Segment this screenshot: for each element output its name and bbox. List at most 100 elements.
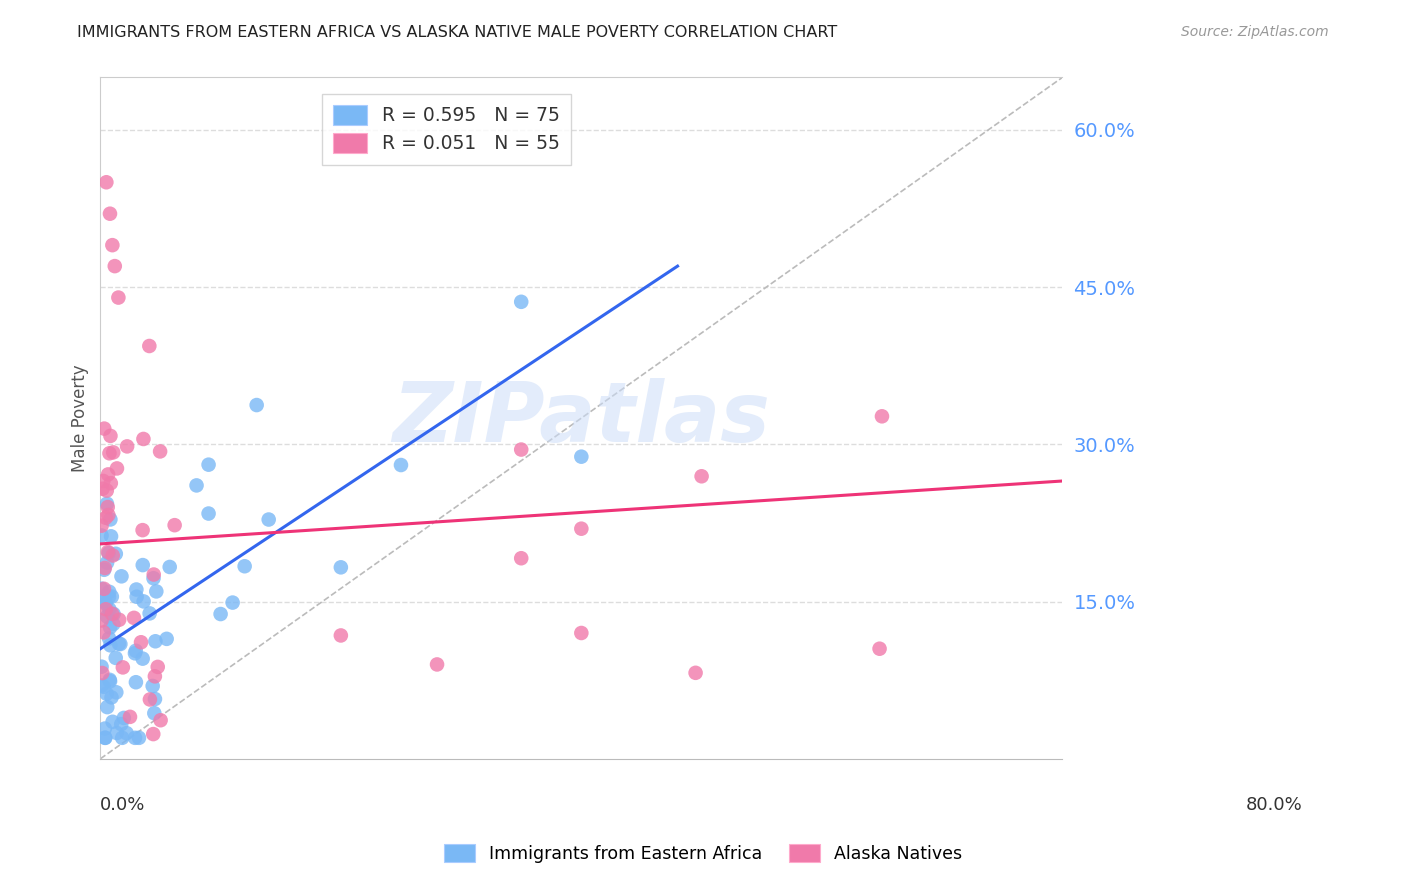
Point <box>98 446 121 460</box>
Point <box>426 657 449 672</box>
Point <box>91 474 114 488</box>
Point <box>94 602 117 616</box>
Point <box>110 569 132 583</box>
Point <box>101 549 124 563</box>
Point <box>96 609 118 624</box>
Point <box>96 687 118 701</box>
Point <box>131 651 153 665</box>
Point <box>97 545 120 559</box>
Point <box>197 458 219 472</box>
Point <box>233 559 256 574</box>
Point <box>125 644 148 658</box>
Point <box>149 713 172 727</box>
Point <box>125 582 148 597</box>
Point <box>90 528 112 542</box>
Text: 80.0%: 80.0% <box>1246 797 1303 814</box>
Point <box>90 659 112 673</box>
Point <box>98 620 121 634</box>
Point <box>98 673 121 687</box>
Point <box>124 646 146 660</box>
Point <box>98 590 121 604</box>
Point <box>91 594 114 608</box>
Point <box>246 398 269 412</box>
Point <box>132 558 155 573</box>
Point <box>94 510 117 524</box>
Point <box>149 444 172 458</box>
Point <box>93 590 115 604</box>
Point <box>125 590 148 604</box>
Point <box>98 207 121 221</box>
Point <box>108 637 131 651</box>
Point <box>139 692 162 706</box>
Point <box>118 710 141 724</box>
Point <box>870 409 893 424</box>
Point <box>98 632 121 646</box>
Point <box>163 518 186 533</box>
Point <box>103 445 125 459</box>
Point <box>685 665 707 680</box>
Point <box>142 679 165 693</box>
Point <box>105 726 128 740</box>
Point <box>96 556 118 570</box>
Point <box>94 597 117 611</box>
Point <box>111 731 134 745</box>
Point <box>100 476 122 491</box>
Point <box>98 602 121 616</box>
Point <box>129 635 152 649</box>
Point <box>101 590 124 604</box>
Point <box>90 582 112 596</box>
Point <box>143 706 166 721</box>
Point <box>100 429 122 443</box>
Point <box>110 717 132 731</box>
Point <box>329 560 352 574</box>
Point <box>128 731 150 745</box>
Point <box>131 523 153 537</box>
Point <box>209 607 232 621</box>
Point <box>197 507 219 521</box>
Point <box>96 175 118 189</box>
Point <box>869 641 891 656</box>
Y-axis label: Male Poverty: Male Poverty <box>72 364 89 472</box>
Point <box>122 611 145 625</box>
Point <box>146 660 169 674</box>
Point <box>103 607 125 621</box>
Point <box>138 339 160 353</box>
Point <box>90 614 112 628</box>
Point <box>142 571 165 585</box>
Point <box>124 731 146 745</box>
Point <box>145 634 167 648</box>
Point <box>143 669 166 683</box>
Point <box>101 714 124 729</box>
Point <box>108 613 131 627</box>
Point <box>101 238 124 252</box>
Point <box>156 632 179 646</box>
Text: 0.0%: 0.0% <box>100 797 146 814</box>
Text: ZIPatlas: ZIPatlas <box>392 377 770 458</box>
Legend: Immigrants from Eastern Africa, Alaska Natives: Immigrants from Eastern Africa, Alaska N… <box>437 838 969 870</box>
Point <box>510 551 533 566</box>
Point <box>125 675 148 690</box>
Point <box>115 439 138 453</box>
Point <box>96 700 118 714</box>
Point <box>105 461 128 475</box>
Point <box>569 626 592 640</box>
Point <box>142 567 165 582</box>
Point <box>97 508 120 522</box>
Point <box>94 731 117 745</box>
Text: Source: ZipAtlas.com: Source: ZipAtlas.com <box>1181 25 1329 39</box>
Point <box>93 563 115 577</box>
Point <box>104 651 127 665</box>
Point <box>569 450 592 464</box>
Point <box>112 711 135 725</box>
Point <box>690 469 713 483</box>
Point <box>104 547 127 561</box>
Point <box>115 726 138 740</box>
Point <box>98 638 121 652</box>
Point <box>96 483 118 498</box>
Point <box>186 478 208 492</box>
Point <box>145 584 167 599</box>
Point <box>90 518 112 533</box>
Point <box>104 259 127 273</box>
Point <box>93 422 115 436</box>
Point <box>98 674 121 689</box>
